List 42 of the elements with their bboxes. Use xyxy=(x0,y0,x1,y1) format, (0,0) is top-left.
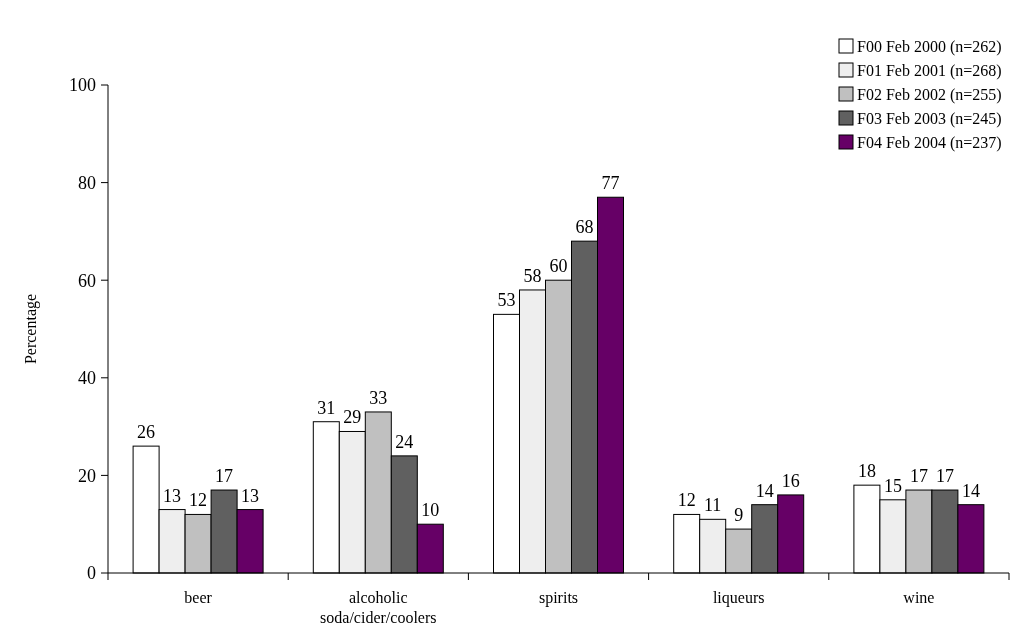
data-label: 60 xyxy=(549,256,568,277)
legend-label: F03 Feb 2003 (n=245) xyxy=(857,109,1002,128)
legend-label: F00 Feb 2000 (n=262) xyxy=(857,37,1002,56)
legend-label: F02 Feb 2002 (n=255) xyxy=(857,85,1002,104)
data-label: 53 xyxy=(497,290,516,311)
data-label: 13 xyxy=(241,485,260,506)
data-label: 14 xyxy=(961,480,980,501)
data-label: 9 xyxy=(734,505,744,526)
data-label: 31 xyxy=(317,397,336,418)
data-label: 68 xyxy=(575,217,594,238)
data-label: 10 xyxy=(421,500,440,521)
data-label: 17 xyxy=(215,466,234,487)
data-label: 12 xyxy=(189,490,208,511)
data-label: 12 xyxy=(677,490,696,511)
x-tick-label: liqueurs xyxy=(712,589,765,607)
y-tick-label: 0 xyxy=(87,563,96,584)
y-tick-label: 100 xyxy=(69,75,96,96)
data-label: 33 xyxy=(369,387,388,408)
data-label: 58 xyxy=(523,265,542,286)
data-label: 13 xyxy=(163,485,182,506)
y-tick-label: 20 xyxy=(78,465,96,486)
x-tick-label: beer xyxy=(184,589,213,606)
data-label: 11 xyxy=(704,495,722,516)
y-tick-label: 60 xyxy=(78,270,96,291)
x-tick-label: spirits xyxy=(538,589,579,607)
data-label: 14 xyxy=(755,480,774,501)
x-tick-label: wine xyxy=(903,589,935,606)
legend-label: F01 Feb 2001 (n=268) xyxy=(857,61,1002,80)
legend-label: F04 Feb 2004 (n=237) xyxy=(857,133,1002,152)
data-label: 17 xyxy=(909,466,928,487)
data-label: 18 xyxy=(857,461,876,482)
data-label: 24 xyxy=(395,431,414,452)
x-tick-label: alcoholic soda/cider/coolers xyxy=(320,589,437,626)
data-label: 77 xyxy=(601,173,620,194)
y-tick-label: 80 xyxy=(78,172,96,193)
data-label: 17 xyxy=(935,466,954,487)
data-label: 26 xyxy=(137,422,156,443)
data-label: 15 xyxy=(883,475,902,496)
data-label: 16 xyxy=(781,470,800,491)
y-tick-label: 40 xyxy=(78,368,96,389)
data-label: 29 xyxy=(343,407,362,428)
y-axis-title: Percentage xyxy=(22,293,40,365)
